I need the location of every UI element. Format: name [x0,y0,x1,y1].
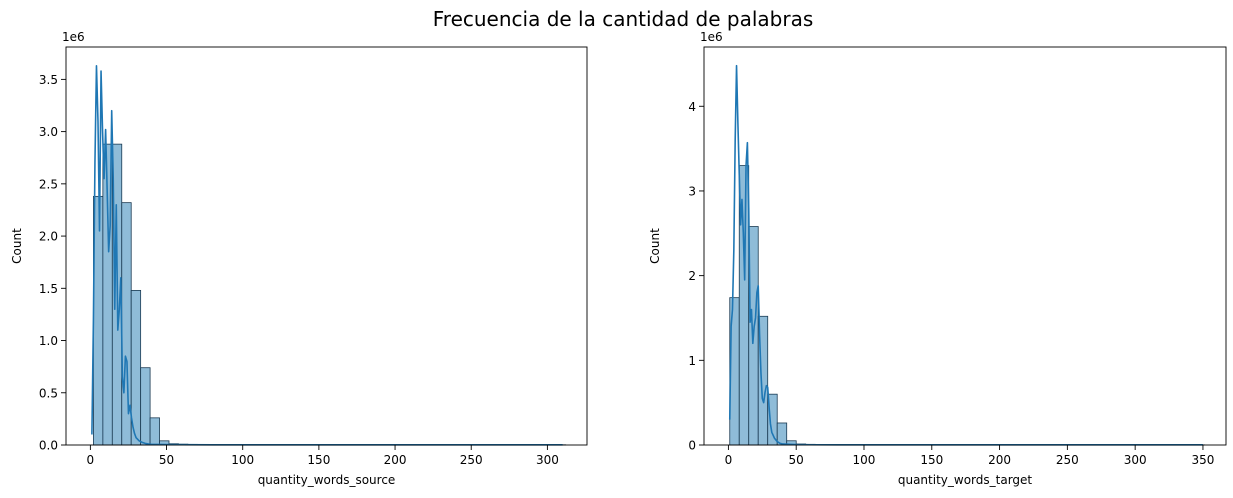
bars-source [93,143,567,446]
y-tick-label: 1.0 [39,334,58,348]
x-tick-label: 100 [853,453,876,467]
y-axis-label: Count [648,228,662,264]
axes-frame-target [703,46,1227,446]
histogram-bar [140,367,151,446]
y-tick-label: 2.5 [39,177,58,191]
x-tick-label: 150 [920,453,943,467]
y-tick-label: 0 [688,439,696,453]
x-axis-label: quantity_words_source [258,473,396,487]
y-scale-offset-label: 1e6 [62,30,85,44]
y-tick-label: 2.0 [39,230,58,244]
x-tick-label: 100 [231,453,254,467]
axes-frame-source [65,46,588,446]
y-tick-label: 0.5 [39,386,58,400]
x-tick-label: 0 [725,453,733,467]
y-scale-offset-label: 1e6 [700,30,723,44]
bars-target [729,165,1205,446]
y-tick-label: 4 [688,100,696,114]
kde-line-source [91,65,563,446]
histogram-bar [149,417,160,446]
y-tick-label: 1 [688,354,696,368]
histogram-panel-source: 0 50 100 150 200 250 300 0.0 0.5 1.0 1.5 2.0 2.5 3.0 3… [10,30,588,487]
x-tick-label: 200 [384,453,407,467]
y-tick-label: 1.5 [39,282,58,296]
x-tick-label: 50 [789,453,804,467]
x-axis-label: quantity_words_target [898,473,1033,487]
x-tick-label: 200 [988,453,1011,467]
y-tick-label: 0.0 [39,439,58,453]
x-tick-label: 50 [159,453,174,467]
x-tick-label: 300 [536,453,559,467]
y-tick-label: 2 [688,269,696,283]
x-tick-label: 150 [307,453,330,467]
figure-suptitle: Frecuencia de la cantidad de palabras [433,7,814,31]
x-tick-label: 300 [1124,453,1147,467]
y-tick-label: 3.0 [39,125,58,139]
y-tick-label: 3 [688,184,696,198]
x-tick-label: 350 [1191,453,1214,467]
x-tick-label: 0 [87,453,95,467]
x-tick-label: 250 [1056,453,1079,467]
x-tick-label: 250 [460,453,483,467]
y-tick-label: 3.5 [39,73,58,87]
kde-line-target [728,64,1203,446]
histogram-panel-target: 0 50 100 150 200 250 300 350 0 1 2 3 4 1e6 quantity_wo… [648,30,1227,487]
y-axis-label: Count [10,228,24,264]
